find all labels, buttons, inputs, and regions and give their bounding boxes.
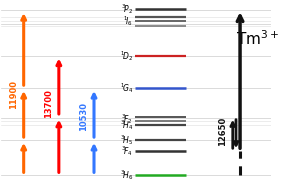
- Text: $^3\!H_6$: $^3\!H_6$: [120, 168, 133, 182]
- Text: 13700: 13700: [44, 89, 53, 118]
- Text: $^3\!F_2$: $^3\!F_2$: [122, 112, 133, 126]
- Text: 11900: 11900: [9, 80, 18, 109]
- Text: 12650: 12650: [218, 117, 227, 146]
- Text: $^3\!F_4$: $^3\!F_4$: [121, 144, 133, 158]
- Text: $^3\!P_2$: $^3\!P_2$: [121, 2, 133, 16]
- Text: Tm$^{3+}$: Tm$^{3+}$: [236, 30, 279, 48]
- Text: 10530: 10530: [80, 102, 88, 131]
- Text: $^1\!G_4$: $^1\!G_4$: [120, 81, 133, 95]
- Text: $^1\!D_2$: $^1\!D_2$: [120, 49, 133, 63]
- Text: $^3\!H_5$: $^3\!H_5$: [120, 133, 133, 147]
- Text: $^3\!H_4$: $^3\!H_4$: [120, 118, 133, 132]
- Text: $^1\!I_6$: $^1\!I_6$: [123, 14, 133, 28]
